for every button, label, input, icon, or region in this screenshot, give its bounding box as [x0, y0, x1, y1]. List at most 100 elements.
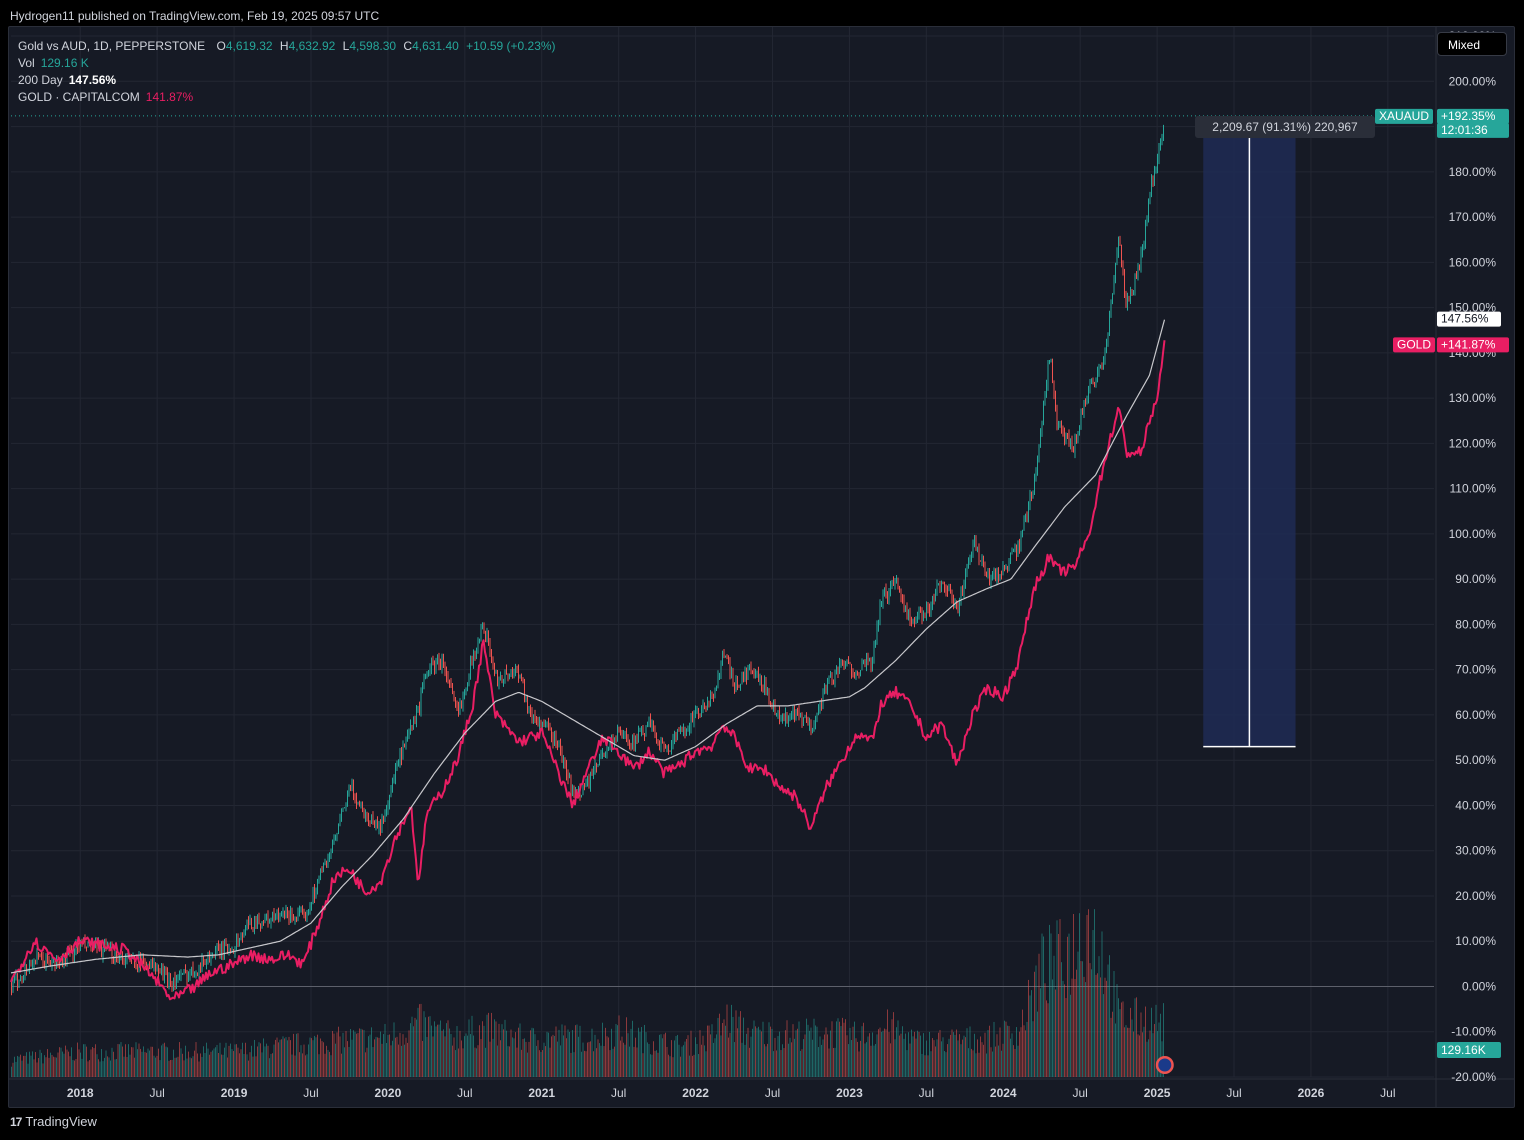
volume-bar [429, 1016, 431, 1077]
legend-high: 4,632.92 [288, 39, 336, 53]
time-axis-tick-label: 2019 [221, 1086, 248, 1100]
volume-bar [627, 1033, 629, 1077]
volume-bar [498, 1023, 500, 1077]
volume-bar [890, 1043, 891, 1077]
volume-bar [698, 1054, 699, 1077]
legend-ma-value: 147.56% [68, 73, 117, 87]
volume-bar [1137, 1034, 1139, 1077]
legend-symbol-row[interactable]: Gold vs AUD, 1D, PEPPERSTONE O4,619.32 H… [18, 38, 556, 55]
volume-bar [99, 1061, 101, 1077]
volume-bar [188, 1051, 189, 1077]
legend-gold-row[interactable]: GOLD · CAPITALCOM 141.87% [18, 89, 556, 106]
volume-bar [297, 1033, 299, 1077]
volume-bar [242, 1042, 243, 1077]
price-axis-tick-label: 200.00% [1449, 74, 1497, 88]
xauaud-time-tag-bg [1437, 122, 1509, 138]
price-axis-tick-label: 40.00% [1455, 798, 1496, 812]
volume-bar [303, 1044, 305, 1077]
time-axis-tick-label: 2026 [1298, 1086, 1325, 1100]
price-axis-tick-label: 30.00% [1455, 844, 1496, 858]
volume-bar [1082, 961, 1083, 1077]
volume-bar [794, 1038, 795, 1077]
volume-bar [732, 1016, 734, 1077]
volume-bar [27, 1063, 29, 1077]
volume-bar [1122, 1001, 1124, 1077]
volume-bar [885, 1029, 887, 1077]
volume-bar [785, 1030, 786, 1077]
volume-bar [941, 1041, 942, 1077]
volume-bar [599, 1043, 600, 1077]
volume-bar [923, 1033, 924, 1077]
volume-bar [611, 1028, 612, 1077]
volume-bar [686, 1038, 687, 1077]
volume-bar [566, 1038, 567, 1077]
volume-bar [437, 1024, 438, 1077]
volume-bar [194, 1050, 195, 1077]
legend-ma-row[interactable]: 200 Day 147.56% [18, 72, 556, 89]
xauaud-value-tag: +192.35% [1441, 109, 1496, 123]
volume-bar [408, 1030, 410, 1077]
volume-bar [668, 1054, 669, 1077]
volume-bar [326, 1045, 327, 1077]
volume-bar [767, 1043, 768, 1077]
volume-bar [14, 1056, 15, 1077]
volume-bar [734, 1042, 735, 1077]
ma-200-line [10, 319, 1166, 974]
volume-bar [233, 1051, 234, 1077]
volume-bar [294, 1055, 296, 1077]
volume-bar [96, 1054, 98, 1077]
volume-bar [393, 1022, 395, 1077]
volume-bar [855, 1038, 857, 1077]
volume-bar [741, 1042, 743, 1077]
volume-bar [695, 1037, 696, 1077]
volume-bar [617, 1025, 618, 1077]
volume-bar [678, 1044, 680, 1077]
volume-bar [704, 1045, 705, 1077]
volume-bar [110, 1060, 111, 1077]
volume-bar [674, 1040, 675, 1077]
volume-bar [300, 1045, 302, 1077]
volume-bar [959, 1034, 960, 1077]
volume-bar [1010, 1038, 1011, 1077]
time-axis-tick-label: 2018 [67, 1086, 94, 1100]
volume-bar [888, 1032, 890, 1077]
volume-bar [344, 1047, 345, 1077]
volume-bar [383, 1034, 384, 1077]
volume-bar [944, 1051, 945, 1077]
volume-bar [86, 1046, 87, 1077]
volume-bar [866, 1042, 867, 1077]
volume-bar [174, 1057, 176, 1077]
volume-bar [395, 1037, 396, 1077]
volume-bar [839, 1021, 840, 1077]
volume-bar [144, 1052, 146, 1077]
gold-name-tag-bg [1393, 337, 1435, 353]
volume-bar [279, 1039, 281, 1077]
volume-bar [276, 1037, 278, 1077]
volume-bar [1011, 1033, 1013, 1077]
volume-bar [1110, 1017, 1112, 1077]
volume-bar [35, 1052, 36, 1077]
volume-bar [1128, 1027, 1130, 1077]
volume-bar [1071, 978, 1073, 1077]
chart-canvas[interactable]: 210.00%200.00%190.00%180.00%170.00%160.0… [9, 27, 1514, 1107]
legend-vol-value: 129.16 K [40, 56, 89, 70]
volume-bar [413, 1026, 414, 1077]
legend-volume-row[interactable]: Vol 129.16 K [18, 55, 556, 72]
volume-bar [722, 1023, 723, 1077]
volume-bar [807, 1024, 809, 1077]
ma-value-tag: 147.56% [1441, 312, 1489, 326]
volume-bar [699, 1030, 701, 1077]
volume-bar [1031, 990, 1032, 1077]
volume-bar [1026, 1021, 1028, 1077]
volume-bar [467, 1035, 468, 1077]
xauaud-time-tag: 12:01:36 [1441, 123, 1488, 137]
scale-mode-button[interactable]: Mixed [1437, 32, 1507, 56]
volume-bar [342, 1032, 344, 1077]
volume-bar [575, 1025, 576, 1077]
volume-bar [822, 1039, 824, 1077]
volume-bar [725, 1025, 726, 1077]
volume-bar [605, 1027, 606, 1077]
volume-bar [1124, 1027, 1125, 1077]
volume-bar [746, 1033, 747, 1077]
volume-bar [150, 1046, 152, 1077]
